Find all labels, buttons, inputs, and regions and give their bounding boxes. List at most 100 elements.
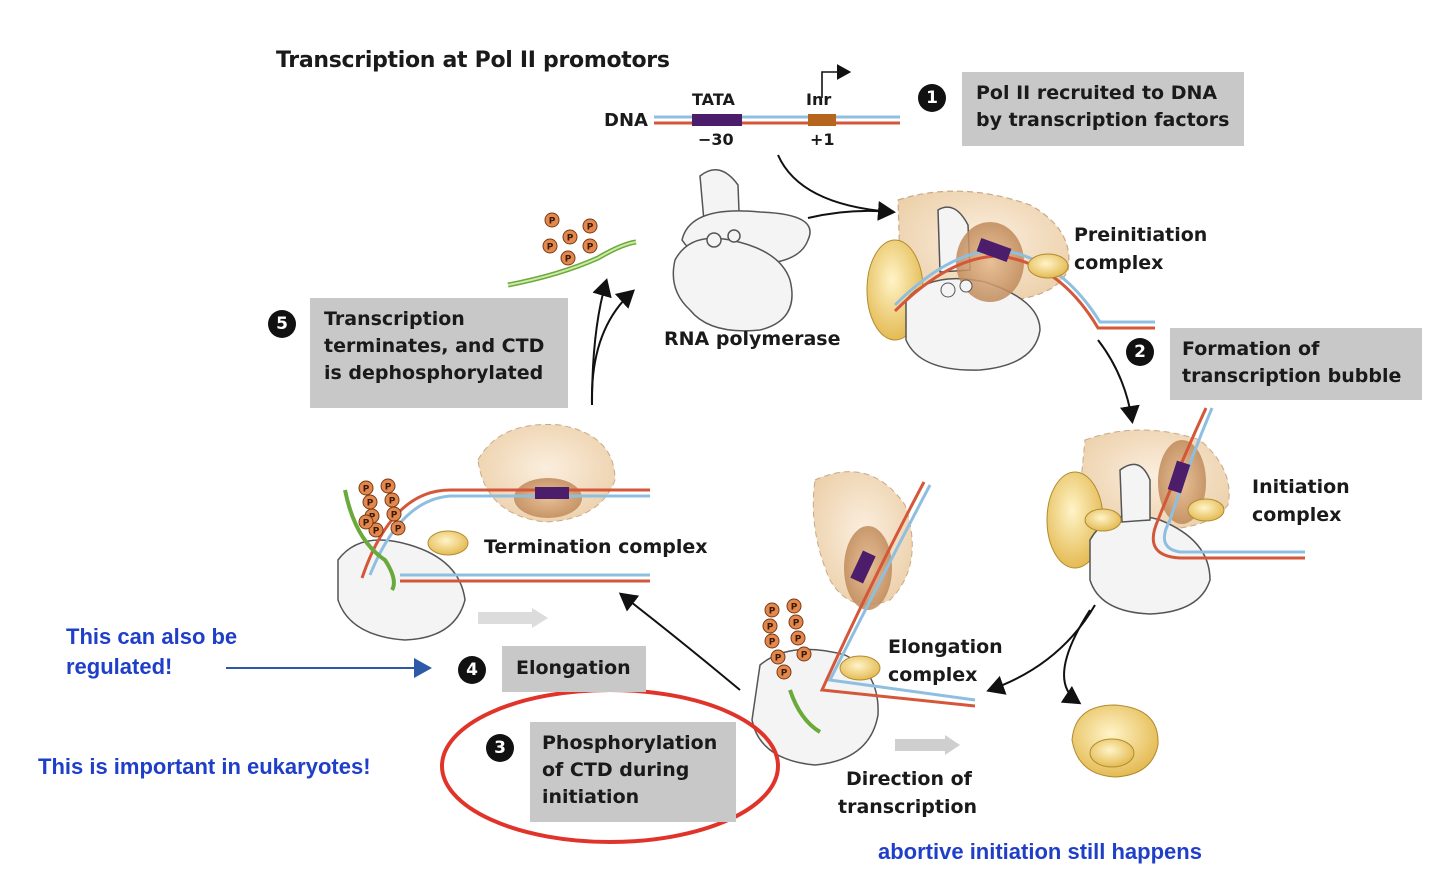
step-5-badge: 5	[268, 310, 296, 338]
phosphate-label: P	[373, 527, 380, 537]
step-5-line-3: is dephosphorylated	[324, 362, 544, 384]
tata-box	[692, 114, 742, 126]
phosphate-circle	[358, 480, 374, 496]
phosphate-label: P	[385, 483, 392, 493]
elongation-phosphates: P PP PP PP PP	[762, 598, 812, 680]
phosphate-label: P	[565, 255, 572, 265]
step-2-box: Formation of transcription bubble	[1170, 328, 1422, 400]
cycle-arrows	[590, 154, 1140, 705]
direction-label-2: transcription	[838, 796, 978, 818]
dna-label: DNA	[604, 110, 648, 131]
phosphate-circle	[386, 506, 402, 522]
step-5-line-2: terminates, and CTD	[324, 335, 545, 357]
step-3-box: Phosphorylation of CTD during initiation	[530, 722, 736, 822]
phosphate-label: P	[369, 513, 376, 523]
phosphate-label: P	[793, 619, 800, 629]
step-1-badge: 1	[918, 84, 946, 112]
step-1-box: Pol II recruited to DNA by transcription…	[962, 72, 1244, 146]
phosphate-circle	[582, 238, 598, 254]
arrow-dna-to-preinitiation	[777, 154, 896, 221]
annotation-regulated: This can also be regulated!	[66, 622, 237, 682]
phosphate-label: P	[795, 635, 802, 645]
inr-position: +1	[810, 130, 835, 149]
step-1-line-1: Pol II recruited to DNA	[976, 82, 1218, 104]
diagram-title: Transcription at Pol II promotors	[276, 48, 670, 73]
initiation-label-2: complex	[1252, 504, 1342, 526]
tata-position: −30	[698, 130, 734, 149]
phosphate-circle	[776, 664, 792, 680]
phosphate-label: P	[395, 525, 402, 535]
free-rna-polymerase	[672, 169, 811, 332]
phosphate-label: P	[363, 519, 370, 529]
phosphate-label: P	[767, 623, 774, 633]
inr-label: Inr	[806, 90, 832, 109]
phosphate-label: P	[547, 243, 554, 253]
step-3-line-1: Phosphorylation	[542, 732, 718, 754]
promoter-dna	[654, 64, 900, 126]
initiation-label-1: Initiation	[1252, 476, 1350, 498]
arrow-polymerase-to-preinitiation	[807, 209, 893, 219]
phosphate-label: P	[801, 651, 808, 661]
rna-polymerase-label: RNA polymerase	[664, 328, 841, 350]
initiation-complex	[1046, 407, 1305, 615]
preinitiation-label-2: complex	[1074, 252, 1164, 274]
step-3-badge: 3	[486, 734, 514, 762]
arrow-to-polymerase	[590, 289, 635, 406]
phosphate-circle	[544, 212, 560, 228]
arrow-release-factor	[1060, 609, 1091, 705]
direction-label-1: Direction of	[846, 768, 972, 790]
phosphate-label: P	[769, 638, 776, 648]
step-5-line-1: Transcription	[324, 308, 465, 330]
step-2-line-2: transcription bubble	[1182, 365, 1402, 387]
phosphate-circle	[542, 238, 558, 254]
inr-element	[808, 114, 836, 126]
phosphate-circle	[380, 478, 396, 494]
preinitiation-label-1: Preinitiation	[1074, 224, 1208, 246]
arrow-to-termination	[618, 592, 741, 691]
step-1-line-2: by transcription factors	[976, 109, 1230, 131]
arrow-step-2	[1097, 339, 1140, 424]
step-5-box: Transcription terminates, and CTD is dep…	[310, 298, 568, 408]
phosphate-label: P	[363, 485, 370, 495]
elongation-complex	[751, 471, 976, 766]
transcription-start-arrow	[821, 64, 852, 98]
phosphate-circle	[560, 250, 576, 266]
termination-label: Termination complex	[484, 536, 708, 558]
phosphate-label: P	[567, 234, 574, 244]
phosphate-circle	[764, 633, 780, 649]
phosphate-circle	[790, 630, 806, 646]
tata-label: TATA	[692, 90, 735, 109]
released-transcript	[507, 239, 637, 288]
phosphate-circle	[796, 646, 812, 662]
elongation-label-1: Elongation	[888, 636, 1003, 658]
annotation-abortive: abortive initiation still happens	[878, 839, 1202, 864]
phosphate-label: P	[549, 217, 556, 227]
preinitiation-complex	[866, 190, 1155, 371]
phosphate-circle	[764, 602, 780, 618]
step-2-badge: 2	[1126, 338, 1154, 366]
phosphate-label: P	[587, 243, 594, 253]
phosphate-circle	[562, 229, 578, 245]
termination-complex	[337, 423, 650, 641]
step-2-line-1: Formation of	[1182, 338, 1320, 360]
arrow-to-elongation	[986, 604, 1096, 695]
step-3-line-3: initiation	[542, 786, 640, 808]
phosphate-label: P	[775, 654, 782, 664]
phosphate-circle	[358, 514, 374, 530]
phosphate-label: P	[587, 223, 594, 233]
step-3-line-2: of CTD during	[542, 759, 690, 781]
step-4-line-1: Elongation	[516, 657, 631, 679]
released-factor	[1071, 704, 1159, 778]
phosphate-circle	[582, 218, 598, 234]
annotation-important: This is important in eukaryotes!	[38, 754, 371, 779]
annotation-regulated-line-2: regulated!	[66, 654, 173, 679]
phosphate-circle	[786, 598, 802, 614]
phosphate-circle	[390, 520, 406, 536]
phosphate-label: P	[389, 497, 396, 507]
phosphate-label: P	[769, 607, 776, 617]
phosphate-label: P	[791, 603, 798, 613]
